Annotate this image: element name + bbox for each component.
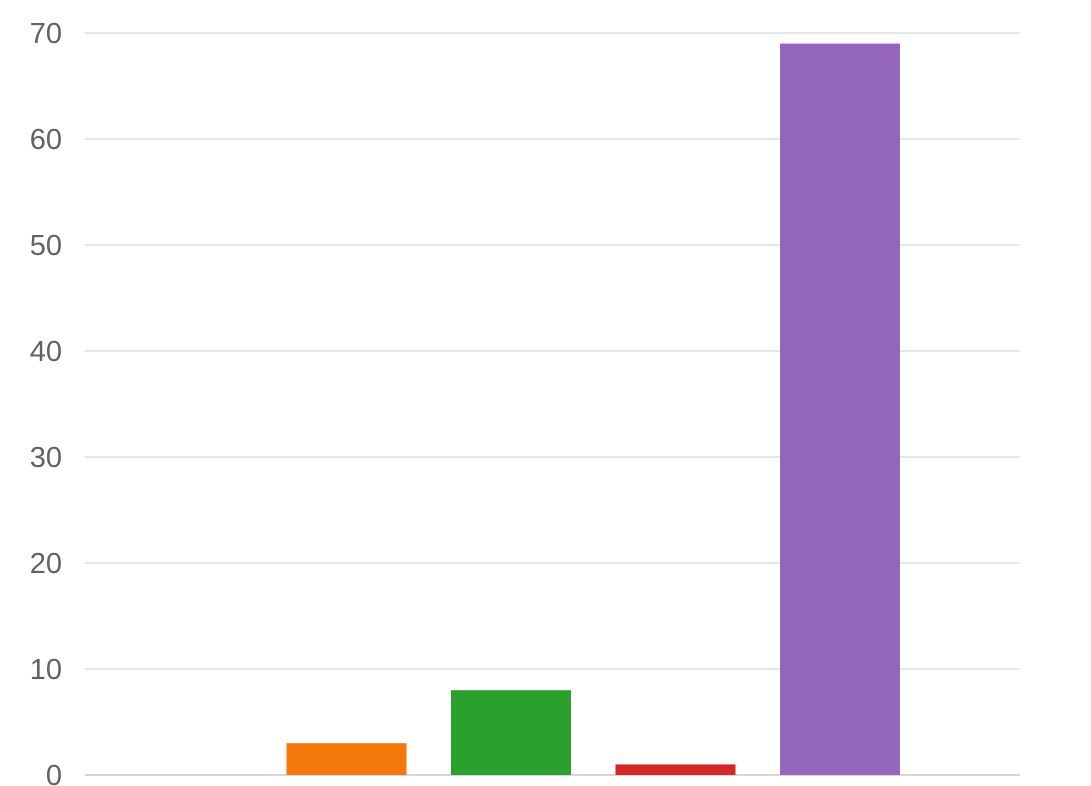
bar-4	[615, 764, 736, 775]
gridlines	[85, 32, 1020, 776]
bar-5	[780, 43, 900, 776]
bars	[286, 43, 900, 776]
y-tick-label: 50	[30, 230, 62, 262]
y-tick-label: 70	[30, 18, 62, 50]
y-axis-tick-labels: 0 10 20 30 40 50 60 70	[30, 18, 62, 786]
bar-3	[451, 690, 571, 775]
y-tick-label: 40	[30, 336, 62, 368]
y-tick-label: 30	[30, 442, 62, 474]
y-tick-label: 60	[30, 124, 62, 156]
bar-2	[286, 743, 407, 775]
y-tick-label: 10	[30, 654, 62, 686]
y-tick-label: 0	[46, 760, 62, 786]
y-tick-label: 20	[30, 548, 62, 580]
